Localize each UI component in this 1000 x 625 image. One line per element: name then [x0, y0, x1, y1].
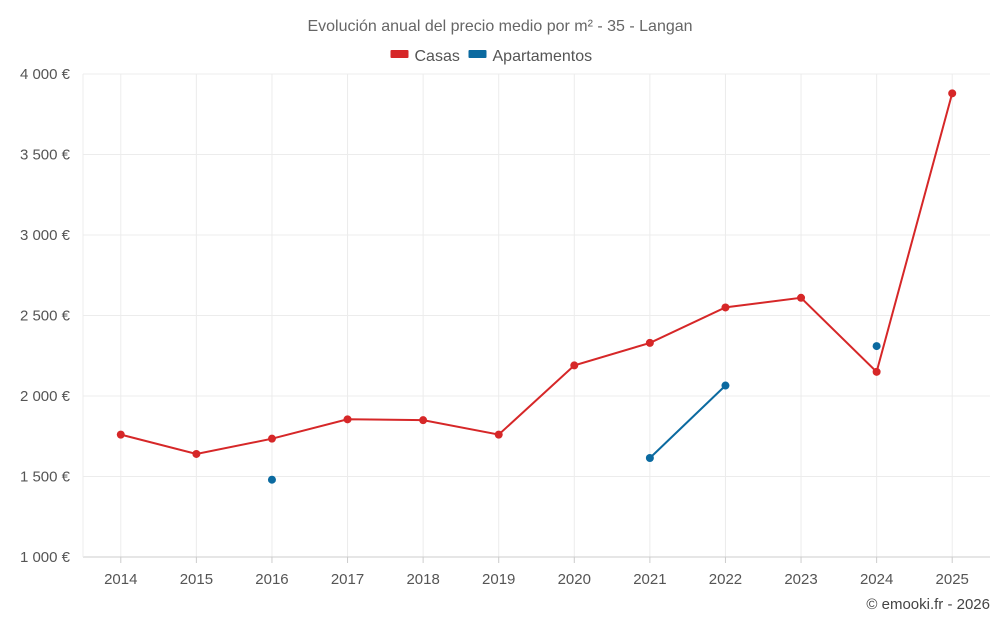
chart-title: Evolución anual del precio medio por m² … — [307, 18, 692, 35]
x-tick-label: 2021 — [633, 571, 666, 588]
x-tick-label: 2024 — [860, 571, 893, 588]
legend-item-casas[interactable]: Casas — [390, 48, 460, 65]
data-point-casas-2022[interactable] — [721, 303, 730, 312]
x-tick-label: 2016 — [255, 571, 288, 588]
data-point-casas-2019[interactable] — [494, 430, 503, 439]
x-tick-label: 2025 — [936, 571, 969, 588]
data-point-casas-2014[interactable] — [116, 430, 125, 439]
y-tick-label: 2 000 € — [20, 388, 71, 405]
data-point-casas-2021[interactable] — [645, 338, 654, 347]
data-point-casas-2023[interactable] — [797, 293, 806, 302]
data-point-apartamentos-2021[interactable] — [645, 453, 654, 462]
y-tick-label: 4 000 € — [20, 66, 71, 83]
x-tick-label: 2019 — [482, 571, 515, 588]
data-point-casas-2020[interactable] — [570, 361, 579, 370]
data-point-apartamentos-2024[interactable] — [872, 342, 881, 351]
y-tick-label: 1 500 € — [20, 469, 71, 486]
y-tick-label: 1 000 € — [20, 549, 71, 566]
axes: 1 000 € 1 500 € 2 000 € 2 500 € 3 000 € 3 500… — [20, 66, 990, 588]
y-tick-label: 2 500 € — [20, 308, 71, 325]
data-point-casas-2015[interactable] — [192, 449, 201, 458]
data-point-casas-2024[interactable] — [872, 367, 881, 376]
data-point-casas-2018[interactable] — [419, 416, 428, 425]
data-point-apartamentos-2022[interactable] — [721, 381, 730, 390]
legend-item-apartamentos[interactable]: Apartamentos — [468, 48, 593, 65]
data-point-casas-2017[interactable] — [343, 415, 352, 424]
data-point-casas-2025[interactable] — [948, 89, 957, 98]
y-tick-label: 3 000 € — [20, 227, 71, 244]
x-tick-label: 2014 — [104, 571, 137, 588]
legend[interactable]: Casas Apartamentos — [390, 48, 593, 65]
legend-swatch — [390, 50, 409, 58]
legend-label: Casas — [415, 48, 460, 65]
legend-label: Apartamentos — [493, 48, 593, 65]
x-tick-label: 2020 — [558, 571, 591, 588]
x-tick-label: 2018 — [406, 571, 439, 588]
series-line-casas — [120, 93, 954, 456]
x-tick-label: 2015 — [180, 571, 213, 588]
x-tick-label: 2017 — [331, 571, 364, 588]
series-line-apartamentos — [649, 384, 727, 459]
data-point-apartamentos-2016[interactable] — [267, 475, 276, 484]
series-casas — [116, 89, 957, 458]
y-tick-label: 3 500 € — [20, 147, 71, 164]
grid — [83, 73, 990, 557]
data-point-casas-2016[interactable] — [267, 434, 276, 443]
series-layer — [116, 89, 957, 484]
x-tick-label: 2022 — [709, 571, 742, 588]
x-tick-label: 2023 — [784, 571, 817, 588]
credit-text: © emooki.fr - 2026 — [866, 596, 990, 613]
series-apartamentos — [267, 342, 881, 484]
legend-swatch — [468, 50, 487, 58]
